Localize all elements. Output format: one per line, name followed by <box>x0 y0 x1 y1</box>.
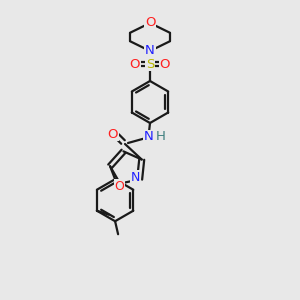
Text: O: O <box>160 58 170 70</box>
Text: O: O <box>114 180 124 193</box>
Text: N: N <box>131 171 140 184</box>
Text: S: S <box>146 58 154 70</box>
Text: O: O <box>108 128 118 140</box>
Text: H: H <box>156 130 166 143</box>
Text: O: O <box>130 58 140 70</box>
Text: O: O <box>145 16 155 29</box>
Text: N: N <box>144 130 154 143</box>
Text: N: N <box>145 44 155 58</box>
